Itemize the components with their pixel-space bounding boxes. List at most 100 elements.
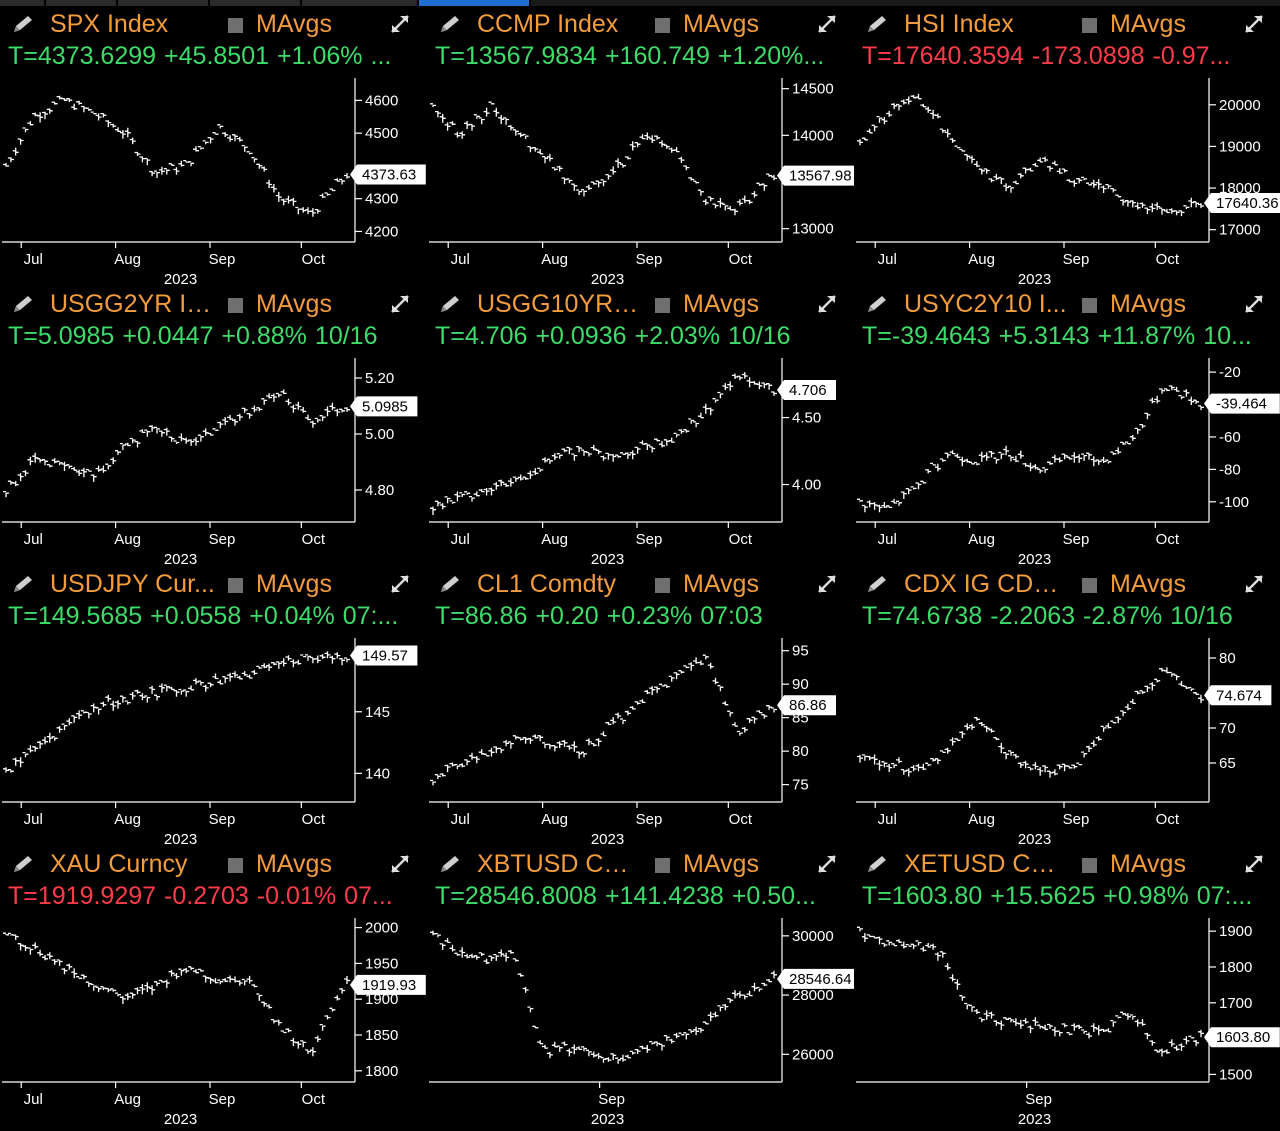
security-title[interactable]: XBTUSD Cur... bbox=[477, 850, 642, 878]
mavgs-checkbox[interactable] bbox=[655, 18, 670, 33]
price-chart[interactable]: 19001800170016001500Sep20231603.80 bbox=[854, 918, 1280, 1126]
chart-panel[interactable]: CCMP Index MAvgs T=13567.9834 +160.749 +1.… bbox=[427, 6, 854, 286]
price-bar bbox=[76, 976, 83, 979]
chart-panel[interactable]: CL1 Comdty MAvgs T=86.86 +0.20 +0.23% 07:03… bbox=[427, 566, 854, 846]
price-chart[interactable]: 20000 19000 18000 17000 Jul Aug Sep Oct 2023 1764… bbox=[854, 78, 1280, 286]
price-bar bbox=[42, 736, 48, 745]
pencil-icon[interactable] bbox=[864, 574, 890, 596]
price-chart[interactable]: 145 140 Jul Aug Sep Oct 2023 149.57 bbox=[0, 638, 427, 846]
security-title[interactable]: XETUSD Cur... bbox=[904, 850, 1069, 878]
expand-arrows-icon[interactable] bbox=[386, 292, 414, 316]
mavgs-label[interactable]: MAvgs bbox=[683, 10, 759, 38]
chart-panel[interactable]: SPX Index MAvgs T=4373.6299 +45.8501 +1.06… bbox=[0, 6, 427, 286]
chart-panel[interactable]: USGG2YR In... MAvgs T=5.0985 +0.0447 +0.88… bbox=[0, 286, 427, 566]
launchpad-tab-2[interactable] bbox=[46, 0, 118, 6]
expand-arrows-icon[interactable] bbox=[1240, 852, 1268, 876]
chart-panel[interactable]: XBTUSD Cur... MAvgs T=28546.8008 +141.423… bbox=[427, 846, 854, 1126]
price-bar bbox=[217, 979, 224, 985]
security-title[interactable]: CDX IG CDSI... bbox=[904, 570, 1069, 598]
mavgs-label[interactable]: MAvgs bbox=[1110, 570, 1186, 598]
security-title[interactable]: USDJPY Cur... bbox=[50, 570, 215, 598]
price-chart[interactable]: 80757065JulAugSepOct202374.674 bbox=[854, 638, 1280, 846]
price-bar bbox=[532, 146, 539, 152]
chart-panel[interactable]: HSI Index MAvgs T=17640.3594 -173.0898 -0.… bbox=[854, 6, 1280, 286]
price-chart[interactable]: 5.20 5.00 4.80 Jul Aug Sep Oct 2023 5.0985 bbox=[0, 358, 427, 566]
chart-panel[interactable]: CDX IG CDSI... MAvgs T=74.6738 -2.2063 -2.… bbox=[854, 566, 1280, 846]
price-bar bbox=[275, 191, 282, 202]
pencil-icon[interactable] bbox=[437, 854, 463, 876]
mavgs-label[interactable]: MAvgs bbox=[1110, 290, 1186, 318]
pencil-icon[interactable] bbox=[10, 14, 36, 36]
price-chart[interactable]: 2000 1950 1900 1850 1800 Jul Aug Sep Oct 2023 1919… bbox=[0, 918, 427, 1126]
mavgs-label[interactable]: MAvgs bbox=[1110, 10, 1186, 38]
mavgs-checkbox[interactable] bbox=[1082, 858, 1097, 873]
security-title[interactable]: HSI Index bbox=[904, 10, 1014, 38]
pencil-icon[interactable] bbox=[437, 574, 463, 596]
expand-arrows-icon[interactable] bbox=[813, 852, 841, 876]
launchpad-tab-4[interactable] bbox=[210, 0, 302, 6]
expand-arrows-icon[interactable] bbox=[1240, 12, 1268, 36]
mavgs-checkbox[interactable] bbox=[228, 18, 243, 33]
security-title[interactable]: CL1 Comdty bbox=[477, 570, 616, 598]
chart-panel[interactable]: USGG10YR I... MAvgs T=4.706 +0.0936 +2.03%… bbox=[427, 286, 854, 566]
mavgs-checkbox[interactable] bbox=[655, 578, 670, 593]
launchpad-tab-active[interactable] bbox=[419, 0, 531, 6]
mavgs-label[interactable]: MAvgs bbox=[256, 570, 332, 598]
security-title[interactable]: CCMP Index bbox=[477, 10, 619, 38]
mavgs-label[interactable]: MAvgs bbox=[683, 850, 759, 878]
expand-arrows-icon[interactable] bbox=[813, 292, 841, 316]
pencil-icon[interactable] bbox=[864, 854, 890, 876]
price-chart[interactable]: 4.50 4.00 Jul Aug Sep Oct 2023 4.706 bbox=[427, 358, 854, 566]
launchpad-tab-1[interactable] bbox=[0, 0, 46, 6]
security-title[interactable]: USGG2YR In... bbox=[50, 290, 215, 318]
expand-arrows-icon[interactable] bbox=[813, 12, 841, 36]
pencil-icon[interactable] bbox=[864, 14, 890, 36]
security-title[interactable]: USYC2Y10 I... bbox=[904, 290, 1067, 318]
expand-arrows-icon[interactable] bbox=[813, 572, 841, 596]
mavgs-label[interactable]: MAvgs bbox=[256, 10, 332, 38]
security-title[interactable]: XAU Curncy bbox=[50, 850, 188, 878]
expand-arrows-icon[interactable] bbox=[1240, 292, 1268, 316]
price-bar bbox=[329, 655, 336, 664]
pencil-icon[interactable] bbox=[437, 14, 463, 36]
price-chart[interactable]: 14500 14000 13000 Jul Aug Sep Oct 2023 13567.98 bbox=[427, 78, 854, 286]
price-bar bbox=[1173, 210, 1180, 216]
chart-panel[interactable]: XAU Curncy MAvgs T=1919.9297 -0.2703 -0.01… bbox=[0, 846, 427, 1126]
pencil-icon[interactable] bbox=[437, 294, 463, 316]
security-title[interactable]: SPX Index bbox=[50, 10, 169, 38]
mavgs-checkbox[interactable] bbox=[228, 578, 243, 593]
mavgs-checkbox[interactable] bbox=[1082, 578, 1097, 593]
pencil-icon[interactable] bbox=[10, 294, 36, 316]
mavgs-checkbox[interactable] bbox=[655, 858, 670, 873]
security-title[interactable]: USGG10YR I... bbox=[477, 290, 642, 318]
mavgs-checkbox[interactable] bbox=[1082, 298, 1097, 313]
pencil-icon[interactable] bbox=[10, 574, 36, 596]
price-chart[interactable]: 30000 28000 26000 Sep 2023 28546.64 bbox=[427, 918, 854, 1126]
expand-arrows-icon[interactable] bbox=[386, 852, 414, 876]
mavgs-checkbox[interactable] bbox=[1082, 18, 1097, 33]
launchpad-tab-3[interactable] bbox=[118, 0, 210, 6]
pencil-icon[interactable] bbox=[10, 854, 36, 876]
price-bar bbox=[1100, 185, 1107, 193]
price-bar bbox=[90, 111, 97, 115]
expand-arrows-icon[interactable] bbox=[386, 572, 414, 596]
expand-arrows-icon[interactable] bbox=[386, 12, 414, 36]
mavgs-label[interactable]: MAvgs bbox=[256, 290, 332, 318]
chart-panel[interactable]: XETUSD Cur... MAvgs T=1603.80 +15.5625 +0.… bbox=[854, 846, 1280, 1126]
mavgs-label[interactable]: MAvgs bbox=[1110, 850, 1186, 878]
mavgs-label[interactable]: MAvgs bbox=[256, 850, 332, 878]
chart-panel[interactable]: USYC2Y10 I... MAvgs T=-39.4643 +5.3143 +11… bbox=[854, 286, 1280, 566]
price-bar bbox=[610, 717, 617, 725]
mavgs-label[interactable]: MAvgs bbox=[683, 290, 759, 318]
pencil-icon[interactable] bbox=[864, 294, 890, 316]
price-chart[interactable]: 4600 4500 4300 4200 Jul Aug Sep Oct 2023 4373.63 bbox=[0, 78, 427, 286]
mavgs-checkbox[interactable] bbox=[655, 298, 670, 313]
mavgs-checkbox[interactable] bbox=[228, 298, 243, 313]
chart-panel[interactable]: USDJPY Cur... MAvgs T=149.5685 +0.0558 +0.… bbox=[0, 566, 427, 846]
mavgs-checkbox[interactable] bbox=[228, 858, 243, 873]
mavgs-label[interactable]: MAvgs bbox=[683, 570, 759, 598]
launchpad-tab-5[interactable] bbox=[302, 0, 419, 6]
expand-arrows-icon[interactable] bbox=[1240, 572, 1268, 596]
